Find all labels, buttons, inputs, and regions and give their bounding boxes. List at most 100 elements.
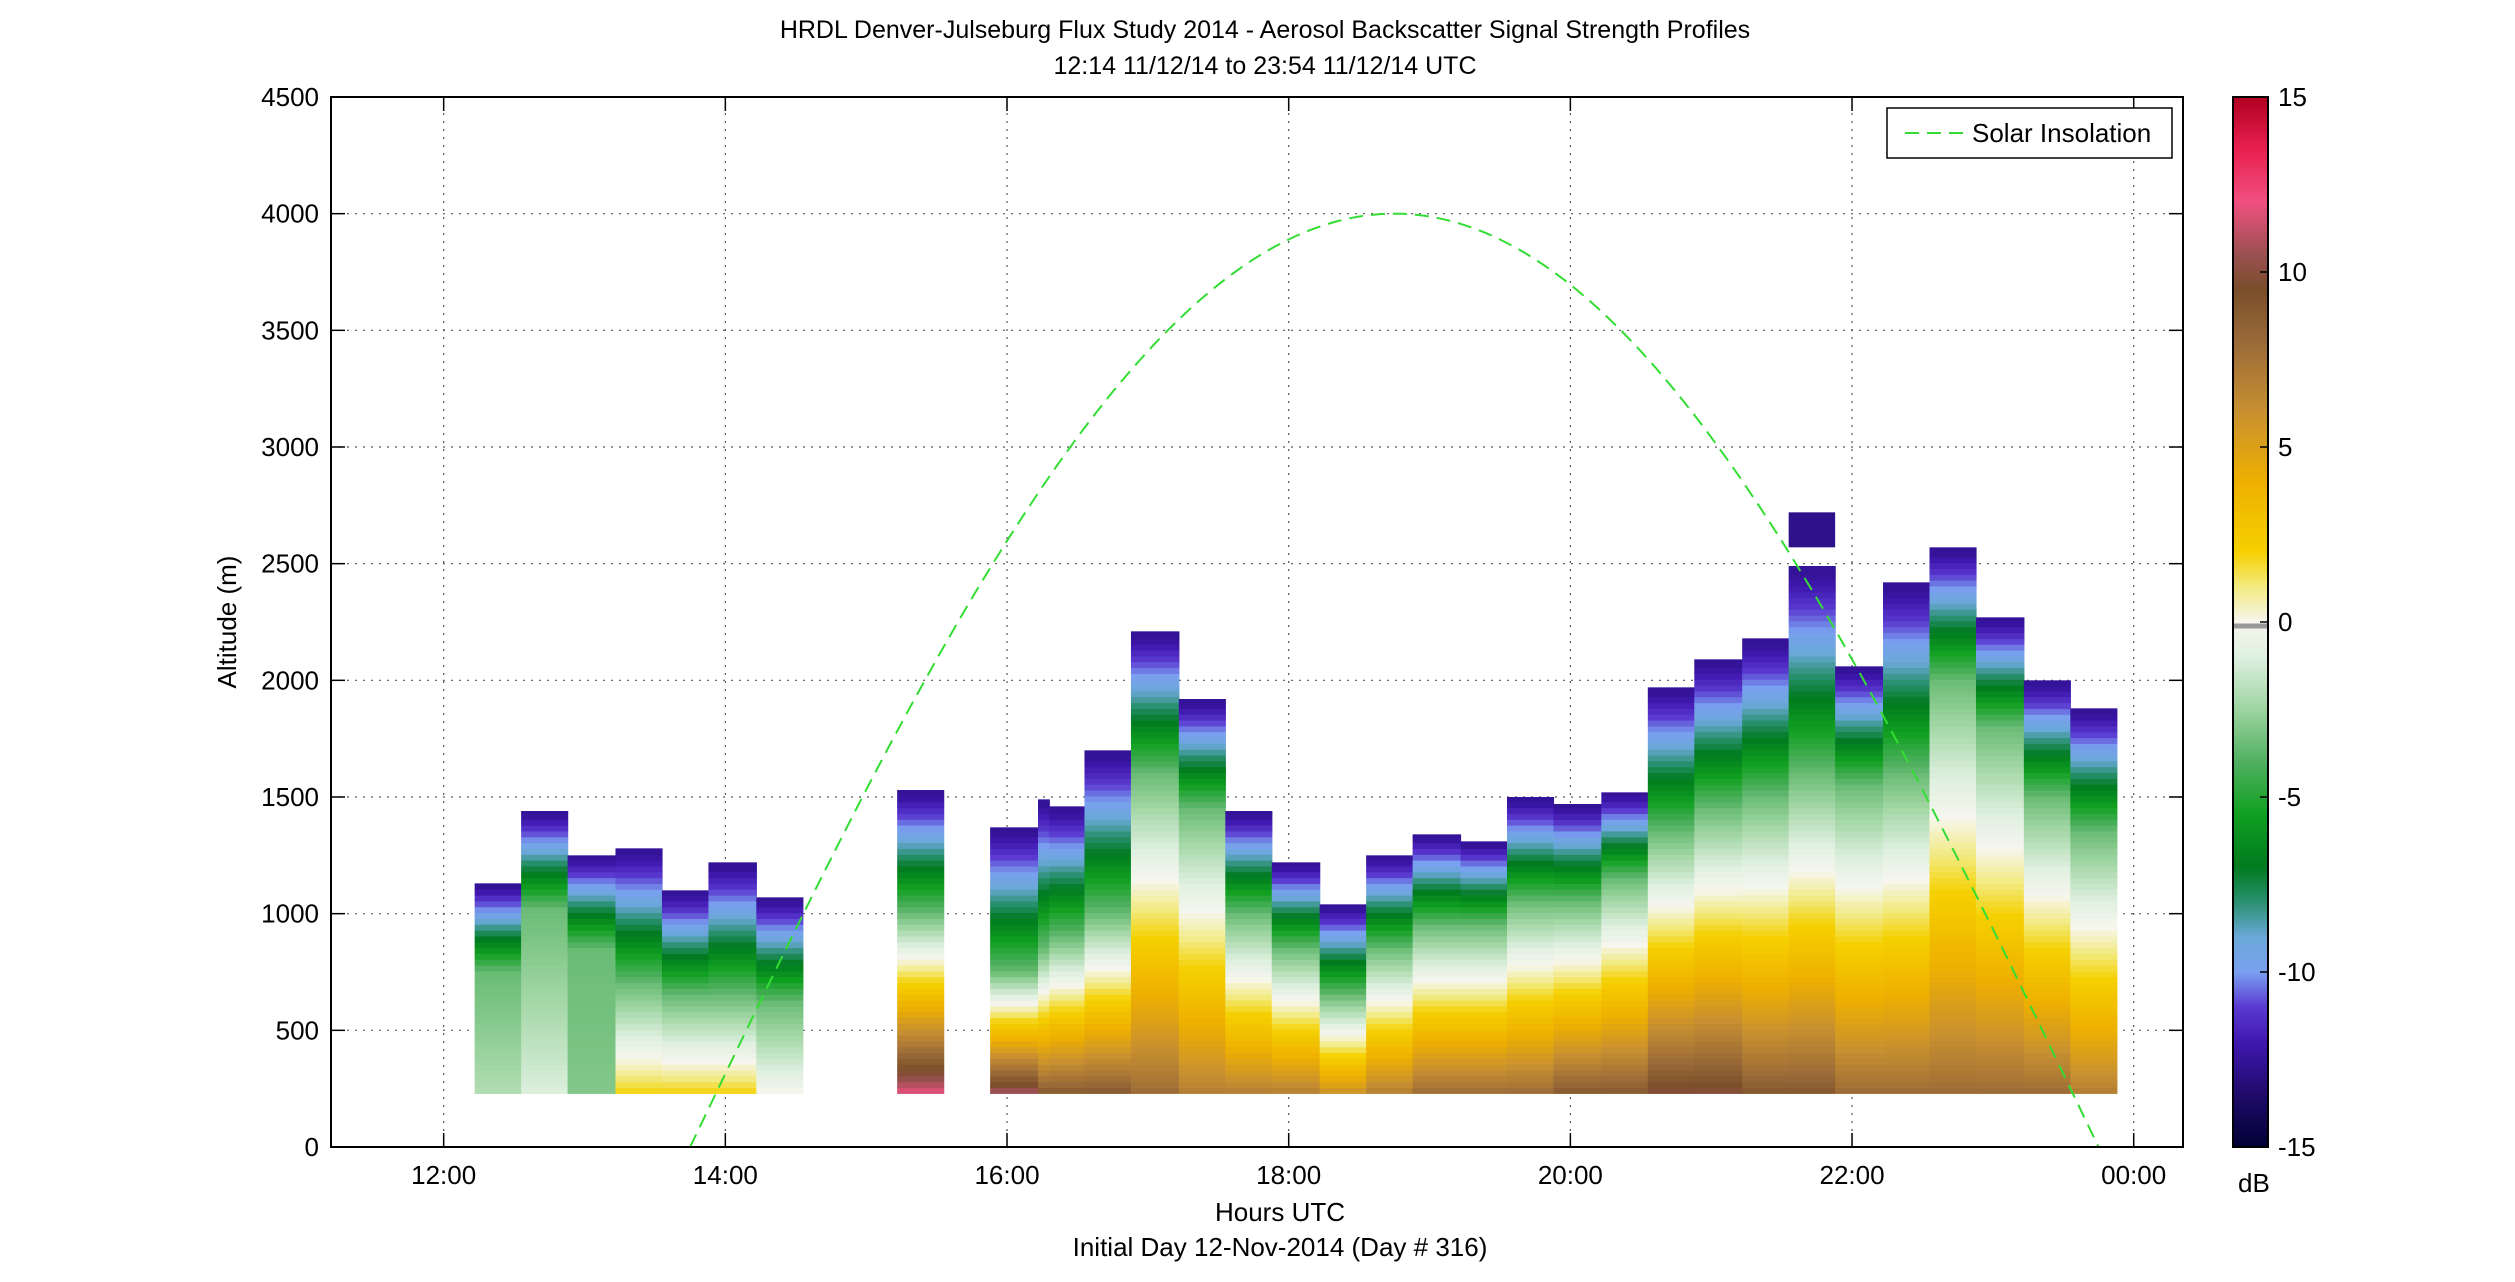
profile-bin <box>1130 994 1180 1001</box>
profile-bin <box>756 1011 804 1019</box>
profile-bin <box>1506 1017 1555 1024</box>
profile-bin <box>615 1023 663 1030</box>
profile-bin <box>1975 1081 2025 1089</box>
profile-bin <box>2070 749 2118 756</box>
profile-column <box>2070 708 2118 1094</box>
profile-bin <box>1883 784 1931 791</box>
profile-bin <box>1366 1070 1414 1077</box>
profile-bin <box>1647 720 1695 727</box>
y-tick-label: 2500 <box>261 549 319 579</box>
profile-bin <box>2070 1075 2118 1083</box>
profile-bin <box>708 1029 757 1036</box>
profile-bin <box>1049 953 1086 960</box>
profile-bin <box>1742 708 1790 715</box>
profile-bin <box>1835 830 1884 838</box>
profile-bin <box>1084 1087 1132 1094</box>
profile-bin <box>1742 930 1790 937</box>
profile-bin <box>1130 690 1180 698</box>
profile-bin <box>1037 970 1050 978</box>
profile-bin <box>1412 900 1462 908</box>
profile-bin <box>1412 924 1462 931</box>
profile-column <box>474 883 522 1094</box>
profile-bin <box>1883 924 1931 931</box>
profile-bin <box>1883 813 1931 820</box>
profile-bin <box>615 947 663 954</box>
profile-bin <box>990 982 1039 989</box>
profile-bin <box>1130 1005 1180 1013</box>
profile-bin <box>1883 778 1931 785</box>
profile-bin <box>2070 860 2118 867</box>
profile-bin <box>1975 953 2025 960</box>
profile-bin <box>1975 1000 2025 1007</box>
profile-bin <box>2023 720 2071 727</box>
profile-bin <box>2023 690 2071 698</box>
profile-bin <box>1601 877 1649 884</box>
profile-bin <box>990 889 1039 896</box>
profile-bin <box>1130 749 1180 756</box>
profile-bin <box>1553 994 1602 1001</box>
profile-bin <box>1835 877 1884 884</box>
profile-bin <box>708 953 757 960</box>
profile-bin <box>1694 1075 1743 1083</box>
profile-bin <box>1319 1040 1367 1048</box>
profile-bin <box>2023 854 2071 861</box>
profile-bin <box>1694 778 1743 785</box>
profile-bin <box>1037 947 1050 954</box>
profile-bin <box>990 1052 1039 1059</box>
profile-bin <box>1975 702 2025 709</box>
profile-bin <box>2023 743 2071 750</box>
profile-bin <box>1366 994 1414 1001</box>
profile-bin <box>1975 755 2025 762</box>
profile-bin <box>1178 807 1226 814</box>
profile-bin <box>1037 860 1050 867</box>
profile-bin <box>1225 883 1273 890</box>
profile-bin <box>2023 941 2071 949</box>
profile-bin <box>521 947 569 954</box>
profile-bin <box>1601 1040 1649 1048</box>
profile-bin <box>1506 924 1555 931</box>
profile-bin <box>1319 1087 1367 1094</box>
profile-bin <box>2023 1023 2071 1030</box>
profile-bin <box>1883 1087 1931 1094</box>
profile-bin <box>1647 918 1695 925</box>
profile-bin <box>615 889 663 896</box>
profile-bin <box>1601 912 1649 919</box>
profile-bin <box>897 1070 945 1077</box>
profile-bin <box>2023 1087 2071 1094</box>
profile-bin <box>897 930 945 937</box>
profile-bin <box>990 1087 1039 1094</box>
profile-bin <box>1929 632 1977 639</box>
profile-bin <box>474 994 522 1001</box>
profile-bin <box>1788 1075 1836 1083</box>
profile-bin <box>1037 988 1050 995</box>
profile-bin <box>1788 912 1836 919</box>
profile-bin <box>1694 690 1743 698</box>
profile-bin <box>615 965 663 972</box>
profile-bin <box>1647 877 1695 884</box>
profile-bin <box>1742 1081 1790 1089</box>
profile-bin <box>2023 755 2071 762</box>
profile-bin <box>2023 1035 2071 1042</box>
profile-bin <box>1975 790 2025 797</box>
profile-bin <box>1601 959 1649 966</box>
x-axis-label: Hours UTC <box>1215 1197 1345 1227</box>
profile-bin <box>1835 685 1884 692</box>
profile-bin <box>1975 661 2025 669</box>
profile-bin <box>1975 906 2025 914</box>
profile-bin <box>1084 755 1132 762</box>
profile-bin <box>1883 702 1931 709</box>
profile-bin <box>1929 720 1977 727</box>
profile-bin <box>1130 947 1180 954</box>
profile-bin <box>1883 720 1931 727</box>
profile-bin <box>1929 667 1977 674</box>
profile-bin <box>1694 883 1743 890</box>
profile-bin <box>1084 778 1132 785</box>
profile-bin <box>1742 790 1790 797</box>
profile-bin <box>1178 912 1226 919</box>
profile-bin <box>1037 807 1050 814</box>
profile-bin <box>1742 860 1790 867</box>
profile-bin <box>1506 889 1555 896</box>
profile-bin <box>990 1011 1039 1019</box>
profile-bin <box>1366 1029 1414 1036</box>
x-axis-day-label: Initial Day 12-Nov-2014 (Day # 316) <box>1073 1232 1488 1262</box>
